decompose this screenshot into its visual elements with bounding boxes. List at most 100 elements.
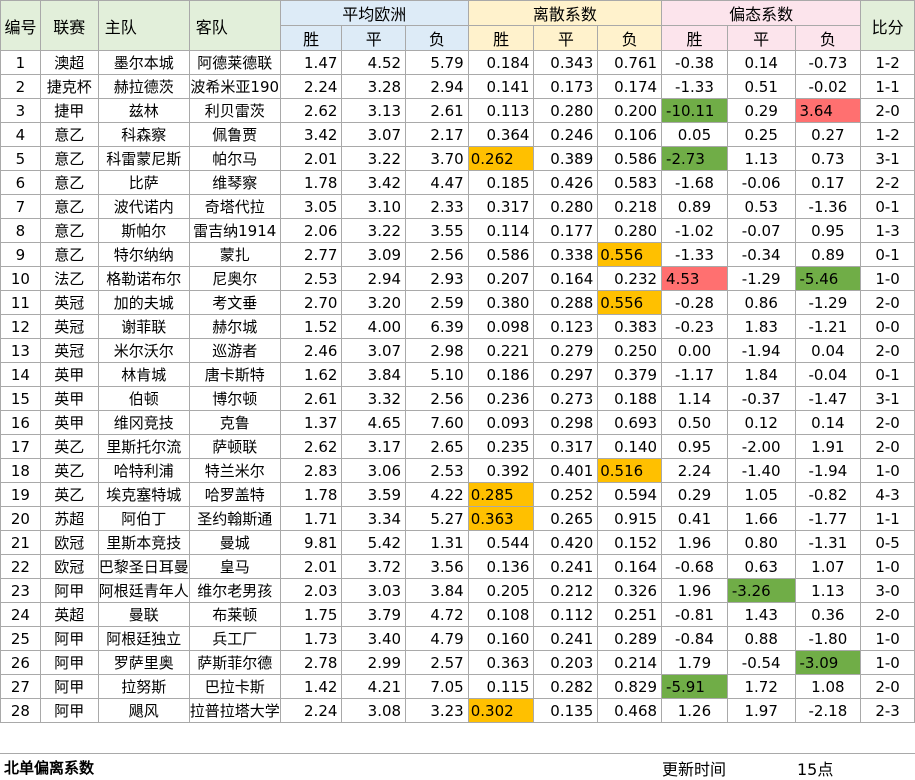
cell-disp-draw: 0.173 [533, 74, 599, 99]
header-skew-lose: 负 [794, 25, 862, 51]
cell-away: 萨顿联 [188, 434, 281, 459]
header-id: 编号 [0, 0, 41, 51]
table-row: 11 英冠 加的夫城 考文垂 2.70 3.20 2.59 0.380 0.288 0.556 -0… [0, 290, 915, 315]
cell-disp-lose: 0.915 [597, 506, 663, 531]
cell-skew-win: 0.05 [661, 122, 728, 147]
cell-avg-draw: 3.07 [341, 122, 407, 147]
cell-skew-lose: 1.08 [794, 674, 862, 699]
cell-away: 阿德莱德联 [188, 50, 281, 75]
cell-disp-lose: 0.289 [597, 626, 663, 651]
cell-skew-draw: 1.83 [726, 314, 796, 339]
table-row: 3 捷甲 兹林 利贝雷茨 2.62 3.13 2.61 0.113 0.280 0.200 -10.… [0, 98, 915, 123]
cell-id: 13 [0, 338, 41, 363]
cell-avg-win: 2.03 [279, 578, 343, 603]
cell-disp-win: 0.364 [467, 122, 535, 147]
cell-disp-lose: 0.280 [597, 218, 663, 243]
cell-disp-draw: 0.164 [533, 266, 599, 291]
cell-disp-draw: 0.123 [533, 314, 599, 339]
cell-id: 16 [0, 410, 41, 435]
cell-disp-win: 0.184 [467, 50, 535, 75]
cell-skew-lose: 0.14 [794, 410, 862, 435]
cell-disp-win: 0.205 [467, 578, 535, 603]
cell-disp-win: 0.115 [467, 674, 535, 699]
cell-skew-win: 1.26 [661, 698, 728, 723]
cell-skew-lose: 3.64 [794, 98, 862, 123]
header-home: 主队 [97, 0, 190, 51]
cell-avg-draw: 3.84 [341, 362, 407, 387]
cell-avg-win: 1.42 [279, 674, 343, 699]
cell-home: 飓风 [97, 698, 190, 723]
cell-id: 27 [0, 674, 41, 699]
cell-skew-draw: 0.88 [726, 626, 796, 651]
table-row: 26 阿甲 罗萨里奥 萨斯菲尔德 2.78 2.99 2.57 0.363 0.203 0.214… [0, 650, 915, 675]
cell-disp-lose: 0.383 [597, 314, 663, 339]
cell-avg-draw: 3.06 [341, 458, 407, 483]
header-skew-draw: 平 [726, 25, 796, 51]
cell-home: 特尔纳纳 [97, 242, 190, 267]
cell-avg-lose: 2.53 [405, 458, 469, 483]
cell-skew-lose: -3.09 [794, 650, 862, 675]
cell-home: 谢菲联 [97, 314, 190, 339]
table-row: 23 阿甲 阿根廷青年人 维尔老男孩 2.03 3.03 3.84 0.205 0.212 0.3… [0, 578, 915, 603]
table-row: 17 英乙 里斯托尔流 萨顿联 2.62 3.17 2.65 0.235 0.317 0.140 0… [0, 434, 915, 459]
cell-skew-lose: -1.80 [794, 626, 862, 651]
header-score: 比分 [860, 0, 915, 51]
cell-disp-lose: 0.152 [597, 530, 663, 555]
cell-home: 墨尔本城 [97, 50, 190, 75]
cell-league: 英甲 [39, 386, 99, 411]
table-row: 21 欧冠 里斯本竞技 曼城 9.81 5.42 1.31 0.544 0.420 0.152 1.… [0, 530, 915, 555]
cell-skew-win: 1.96 [661, 530, 728, 555]
header-avg-win: 胜 [279, 25, 343, 51]
cell-avg-lose: 4.72 [405, 602, 469, 627]
cell-score: 2-0 [860, 290, 915, 315]
header-avg-odds: 平均欧洲 [279, 0, 469, 26]
cell-disp-draw: 0.389 [533, 146, 599, 171]
cell-disp-draw: 0.279 [533, 338, 599, 363]
cell-disp-lose: 0.379 [597, 362, 663, 387]
cell-id: 10 [0, 266, 41, 291]
cell-disp-draw: 0.317 [533, 434, 599, 459]
cell-away: 兵工厂 [188, 626, 281, 651]
cell-disp-win: 0.380 [467, 290, 535, 315]
cell-away: 维尔老男孩 [188, 578, 281, 603]
cell-skew-draw: 1.43 [726, 602, 796, 627]
cell-avg-draw: 3.22 [341, 218, 407, 243]
cell-league: 阿甲 [39, 650, 99, 675]
cell-avg-lose: 2.33 [405, 194, 469, 219]
cell-disp-win: 0.221 [467, 338, 535, 363]
cell-avg-draw: 3.10 [341, 194, 407, 219]
cell-away: 克鲁 [188, 410, 281, 435]
cell-avg-lose: 6.39 [405, 314, 469, 339]
cell-skew-lose: -5.46 [794, 266, 862, 291]
cell-disp-lose: 0.556 [597, 290, 663, 315]
cell-avg-draw: 3.42 [341, 170, 407, 195]
cell-disp-win: 0.108 [467, 602, 535, 627]
cell-disp-lose: 0.232 [597, 266, 663, 291]
cell-id: 5 [0, 146, 41, 171]
cell-disp-win: 0.160 [467, 626, 535, 651]
cell-disp-lose: 0.106 [597, 122, 663, 147]
cell-avg-lose: 5.79 [405, 50, 469, 75]
cell-skew-draw: -0.37 [726, 386, 796, 411]
cell-skew-draw: 0.51 [726, 74, 796, 99]
cell-home: 科雷蒙尼斯 [97, 146, 190, 171]
header-disp-win: 胜 [467, 25, 535, 51]
table-row: 20 苏超 阿伯丁 圣约翰斯通 1.71 3.34 5.27 0.363 0.265 0.915 0… [0, 506, 915, 531]
cell-skew-win: -1.02 [661, 218, 728, 243]
cell-score: 1-0 [860, 458, 915, 483]
cell-avg-win: 2.53 [279, 266, 343, 291]
table-row: 13 英冠 米尔沃尔 巡游者 2.46 3.07 2.98 0.221 0.279 0.250 0.… [0, 338, 915, 363]
cell-league: 英乙 [39, 482, 99, 507]
header-avg-lose: 负 [405, 25, 469, 51]
cell-league: 阿甲 [39, 674, 99, 699]
cell-id: 14 [0, 362, 41, 387]
cell-avg-win: 1.78 [279, 482, 343, 507]
update-time-value: 15点 [797, 760, 834, 779]
cell-skew-lose: -1.47 [794, 386, 862, 411]
cell-disp-win: 0.113 [467, 98, 535, 123]
cell-skew-lose: -1.36 [794, 194, 862, 219]
cell-home: 阿根廷青年人 [97, 578, 190, 603]
header-disp-lose: 负 [597, 25, 663, 51]
cell-disp-win: 0.098 [467, 314, 535, 339]
cell-skew-lose: -2.18 [794, 698, 862, 723]
